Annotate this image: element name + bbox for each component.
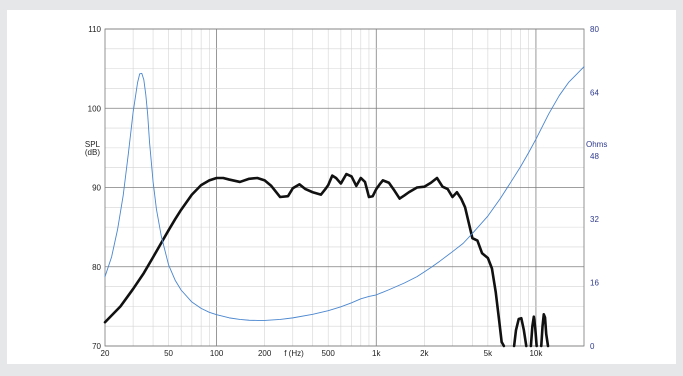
x-tick-label: 20 <box>101 349 110 358</box>
x-tick-label: 5k <box>484 349 493 358</box>
spl-curve <box>512 316 528 348</box>
series-layer <box>103 66 585 348</box>
x-tick-label: 2k <box>420 349 429 358</box>
y-axis-label-line-1: SPL <box>85 140 101 149</box>
x-tick-label: 1k <box>372 349 381 358</box>
y-tick-label-right: 64 <box>590 88 599 97</box>
spl-curve <box>103 172 506 348</box>
y-tick-label-left: 80 <box>92 263 101 272</box>
x-tick-label: 50 <box>164 349 173 358</box>
impedance-curve <box>104 66 585 321</box>
grid <box>104 28 585 347</box>
chart-panel <box>7 10 676 364</box>
y-tick-label-right: 80 <box>590 25 599 34</box>
x-tick-label: 500 <box>322 349 336 358</box>
y-tick-label-left: 110 <box>88 25 101 34</box>
y-tick-label-right: 16 <box>590 279 599 288</box>
x-tick-label: 200 <box>258 349 272 358</box>
x-tick-label: 10k <box>529 349 543 358</box>
axes: 20 50 100 200 500 1k 2k 5k 10k 70 80 90 100 110 0 16 32 4… <box>88 25 600 358</box>
y-tick-label-right: 32 <box>590 215 599 224</box>
plot-frame <box>104 28 585 347</box>
x-tick-label: 100 <box>210 349 224 358</box>
spl-curve <box>529 315 538 348</box>
x-axis-label: f (Hz) <box>284 349 304 358</box>
y-tick-label-right: 0 <box>590 342 595 351</box>
y-axis-label-line-2: (dB) <box>85 148 100 157</box>
y-tick-label-left: 100 <box>88 104 102 113</box>
spl-curve <box>539 313 550 348</box>
y-axis-right-label: Ohms <box>586 140 607 149</box>
y-tick-label-right: 48 <box>590 152 599 161</box>
y-tick-label-left: 90 <box>92 184 101 193</box>
y-tick-label-left: 70 <box>92 342 101 351</box>
